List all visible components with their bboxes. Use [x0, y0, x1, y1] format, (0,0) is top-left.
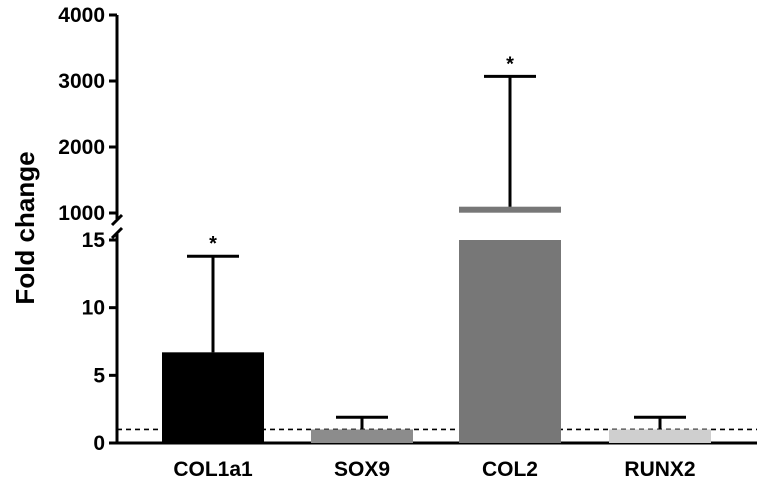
- category-label: SOX9: [334, 458, 390, 481]
- bar: [162, 352, 264, 443]
- category-label: COL2: [482, 458, 538, 481]
- y-tick-label: 10: [82, 297, 105, 320]
- y-tick-label: 1000: [58, 202, 105, 225]
- axis-break-mark: [110, 213, 124, 227]
- bar: [459, 240, 561, 443]
- category-label: RUNX2: [624, 458, 695, 481]
- bars: [162, 206, 711, 443]
- y-tick-label: 5: [93, 364, 105, 387]
- y-tick-label: 2000: [58, 136, 105, 159]
- significance-mark: *: [506, 53, 514, 75]
- y-tick-label: 4000: [58, 4, 105, 27]
- y-tick-label: 15: [82, 229, 106, 252]
- bar: [311, 429, 413, 443]
- y-axis-title: Fold change: [10, 151, 40, 304]
- y-tick-label: 0: [93, 432, 105, 455]
- category-labels: COL1a1 SOX9 COL2 RUNX2: [173, 458, 695, 481]
- significance-mark: *: [209, 233, 217, 255]
- bar-upper-segment: [459, 206, 561, 213]
- y-tick-label: 3000: [58, 70, 105, 93]
- error-bars: **: [187, 53, 686, 430]
- axis-break-mark: [110, 226, 124, 240]
- bar: [609, 429, 711, 443]
- y-ticks: 0 5 10 15 1000 2000 3000 4000: [58, 4, 117, 455]
- category-label: COL1a1: [173, 458, 253, 481]
